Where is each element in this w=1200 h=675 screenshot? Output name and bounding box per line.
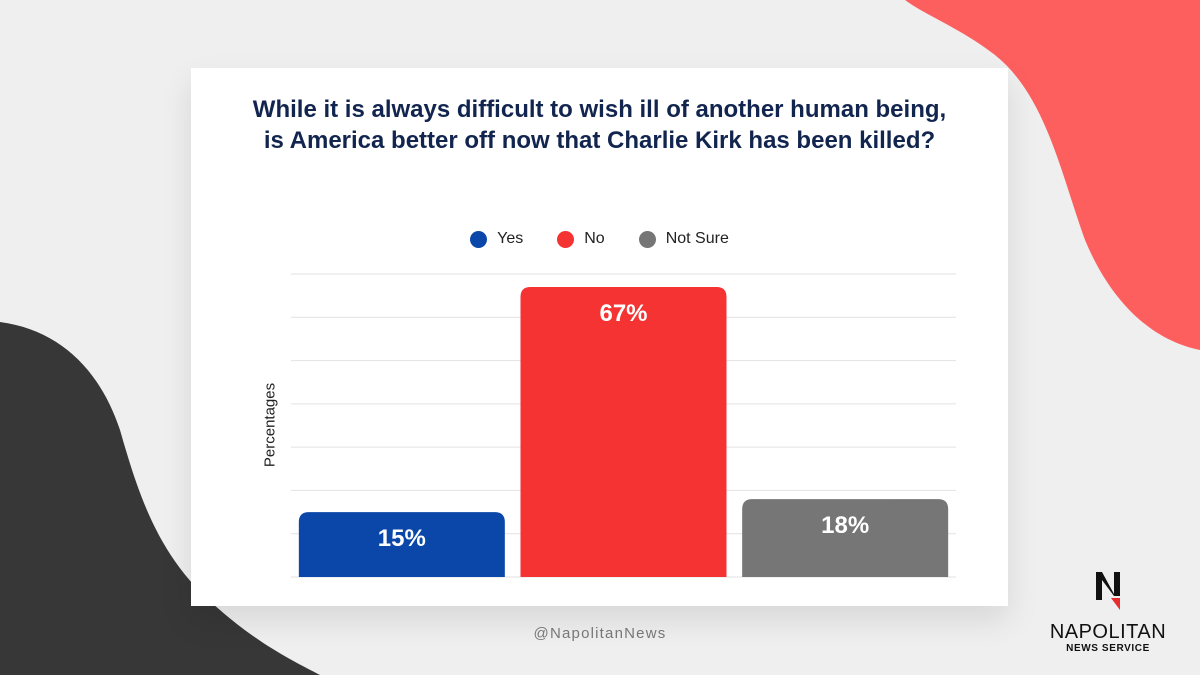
legend: Yes No Not Sure [191,230,1008,248]
bar-no [520,286,727,577]
legend-item-no: No [557,230,605,248]
bar-not-sure [742,499,949,577]
legend-label-yes: Yes [497,230,524,247]
legend-dot-yes [470,230,488,248]
chart-title: While it is always difficult to wish ill… [252,96,947,154]
legend-label-no: No [584,230,605,247]
legend-dot-not-sure [638,230,656,248]
background-red-blob [905,0,1200,350]
logo-subtitle: NEWS SERVICE [1066,643,1150,654]
data-label-yes: 15% [378,525,426,552]
social-handle: @NapolitanNews [533,625,667,642]
data-label-not-sure: 18% [821,512,869,539]
logo-name: NAPOLITAN [1049,621,1167,643]
bar-yes [298,512,505,577]
legend-label-not-sure: Not Sure [665,230,729,247]
legend-item-not-sure: Not Sure [638,230,729,248]
logo-n-icon [1096,572,1120,610]
legend-dot-no [557,230,575,248]
plot-area: 15% 67% 18% [291,273,956,578]
napolitan-logo: NAPOLITAN NEWS SERVICE [1046,568,1170,654]
legend-item-yes: Yes [470,230,523,248]
background-dark-blob [0,322,320,675]
data-label-no: 67% [599,300,647,327]
chart-card: While it is always difficult to wish ill… [191,68,1008,606]
